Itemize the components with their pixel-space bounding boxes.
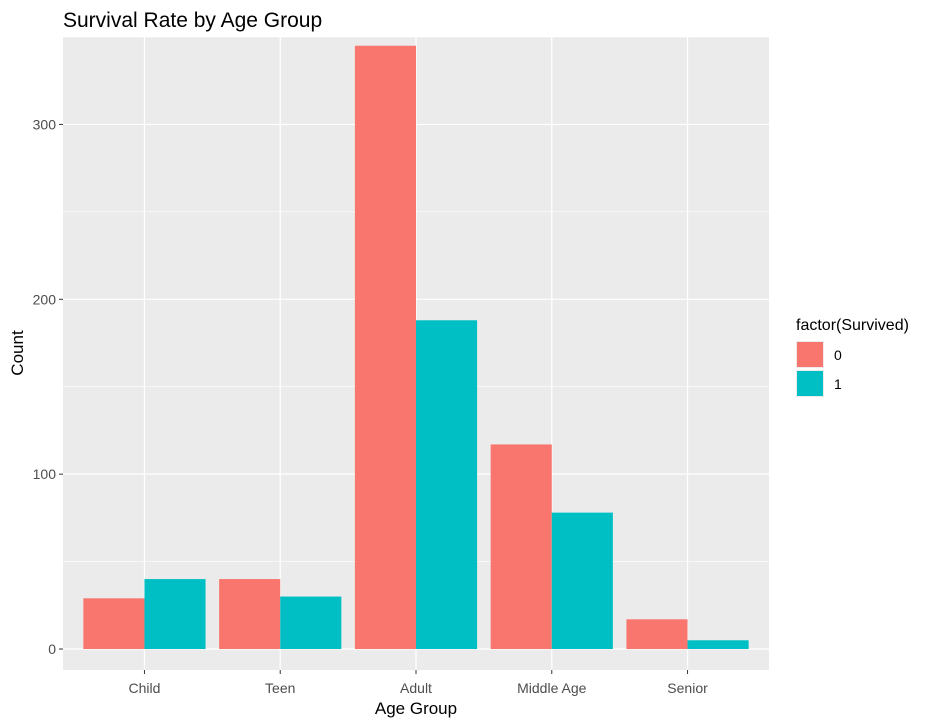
x-tick-label: Teen bbox=[265, 680, 295, 696]
x-tick-label: Senior bbox=[667, 680, 708, 696]
bar-0-middle-age bbox=[490, 444, 552, 650]
bar-0-senior bbox=[626, 619, 688, 650]
legend: factor(Survived) 0 1 bbox=[796, 317, 909, 397]
y-axis-title: Count bbox=[8, 330, 27, 376]
y-axis-ticks: 0 100 200 300 bbox=[33, 116, 63, 657]
bar-1-senior bbox=[687, 640, 749, 650]
bar-0-teen bbox=[219, 579, 281, 650]
y-tick-label: 0 bbox=[48, 641, 56, 657]
x-tick-label: Adult bbox=[400, 680, 432, 696]
bar-0-child bbox=[83, 598, 145, 650]
x-axis-ticks: Child Teen Adult Middle Age Senior bbox=[129, 670, 708, 696]
y-tick-label: 200 bbox=[33, 291, 57, 307]
x-axis-title: Age Group bbox=[375, 699, 457, 718]
bar-1-teen bbox=[280, 596, 342, 650]
legend-label-1: 1 bbox=[834, 376, 842, 392]
bars bbox=[83, 45, 749, 650]
legend-label-0: 0 bbox=[834, 347, 842, 363]
legend-key-1 bbox=[797, 371, 823, 396]
bar-1-child bbox=[144, 579, 206, 650]
bar-1-adult bbox=[416, 320, 478, 650]
legend-title: factor(Survived) bbox=[796, 317, 909, 334]
x-tick-label: Middle Age bbox=[517, 680, 586, 696]
x-tick-label: Child bbox=[129, 680, 161, 696]
chart-title: Survival Rate by Age Group bbox=[63, 9, 322, 32]
y-tick-label: 100 bbox=[33, 466, 57, 482]
bar-1-middle-age bbox=[551, 512, 613, 650]
legend-key-0 bbox=[797, 342, 823, 367]
y-tick-label: 300 bbox=[33, 116, 57, 132]
bar-0-adult bbox=[354, 45, 416, 650]
